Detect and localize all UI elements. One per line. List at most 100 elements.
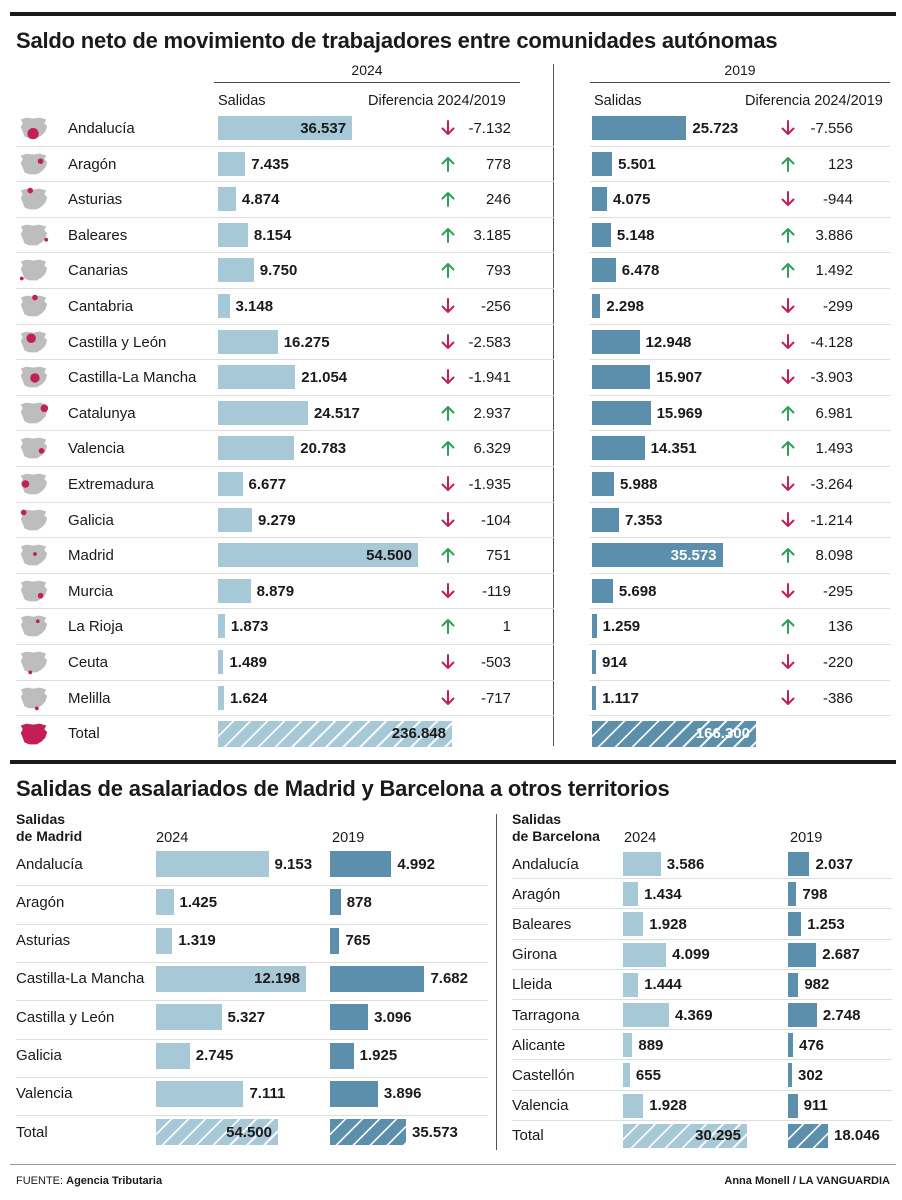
total-bar-2019: [592, 721, 756, 748]
value-2019: 765: [345, 932, 371, 950]
value-2019: 15.907: [656, 369, 703, 387]
row-divider: [590, 323, 890, 325]
source-label: FUENTE:: [16, 1175, 64, 1187]
row-divider: [590, 252, 890, 254]
bar-2019: [592, 614, 597, 639]
arrow-down-icon: [441, 654, 455, 669]
destination-label: Castilla-La Mancha: [16, 970, 145, 988]
bar-2024: [623, 912, 644, 937]
destination-label: Castilla y León: [16, 1008, 115, 1026]
diff-2019: 6.981: [815, 404, 853, 422]
arrow-up-icon: [441, 405, 455, 421]
diff-2024: -1.935: [468, 476, 511, 493]
diff-2019: -295: [822, 582, 853, 600]
row-divider: [512, 1119, 892, 1121]
value-2019: 5.148: [616, 226, 655, 244]
value-2024: 4.369: [675, 1006, 713, 1024]
arrow-up-icon: [781, 263, 795, 279]
value-2019: 1.925: [359, 1047, 398, 1064]
bar-2019: [330, 1042, 354, 1069]
value-2019: 2.748: [822, 1006, 861, 1024]
diff-header-2019: Diferencia 2024/2019: [745, 93, 883, 109]
row-divider: [16, 394, 554, 396]
value-2024: 9.750: [259, 262, 298, 280]
region-map-icon: [20, 509, 48, 530]
row-divider: [590, 394, 890, 396]
diff-2024: 778: [485, 155, 511, 173]
region-map-icon: [20, 294, 48, 317]
total-value-2024: 236.848: [391, 725, 446, 743]
year-header-2024: 2024: [351, 62, 383, 78]
region-label: Canarias: [68, 262, 129, 280]
diff-2024: -503: [480, 654, 511, 671]
arrow-up-icon: [781, 227, 795, 243]
value-2019: 25.723: [692, 120, 739, 137]
row-divider: [16, 430, 554, 432]
value-2024: 21.054: [301, 369, 348, 387]
arrow-up-icon: [441, 156, 455, 172]
value-2019: 1.117: [602, 689, 639, 707]
arrow-down-icon: [441, 689, 455, 705]
region-map-icon: [20, 544, 48, 566]
region-map-icon: [19, 260, 48, 281]
bar-2019: [592, 116, 687, 140]
region-map-icon: [20, 366, 48, 388]
region-label: Catalunya: [68, 404, 136, 422]
bar-2024: [218, 614, 225, 639]
row-divider: [16, 644, 554, 645]
diff-2024: 2.937: [473, 404, 511, 422]
bar-2024: [218, 543, 418, 568]
bar-2019: [592, 650, 596, 674]
bar-2024: [218, 222, 248, 247]
top-chart-title: Saldo neto de movimiento de trabajadores…: [16, 28, 778, 53]
value-2024: 1.444: [644, 976, 682, 994]
value-2019: 1.259: [602, 618, 641, 636]
total-value-2024: 54.500: [226, 1123, 272, 1141]
value-2019: 7.353: [624, 511, 663, 529]
value-2019: 3.096: [374, 1008, 412, 1026]
diff-2019: -220: [822, 654, 853, 671]
row-divider: [16, 181, 554, 183]
bar-2019: [330, 1004, 369, 1031]
value-2024: 1.319: [178, 932, 216, 950]
bar-2024: [623, 882, 639, 907]
row-divider: [16, 1076, 488, 1078]
diff-2024: -104: [480, 511, 511, 529]
row-divider: [512, 938, 892, 940]
bar-2024: [218, 400, 308, 425]
bar-2024: [218, 650, 224, 674]
madrid-header-line2: de Madrid: [16, 828, 83, 844]
value-2019: 12.948: [645, 333, 692, 351]
value-2024: 655: [635, 1066, 661, 1084]
row-divider: [16, 501, 554, 503]
bar-2019: [592, 400, 651, 425]
value-2024: 1.434: [644, 885, 682, 903]
row-divider: [16, 923, 488, 925]
row-divider: [16, 537, 554, 539]
row-divider: [590, 537, 890, 539]
row-divider: [590, 430, 890, 432]
region-label: Asturias: [68, 191, 123, 209]
total-bar-2024: [623, 1123, 747, 1148]
row-divider: [590, 501, 890, 503]
region-label: Valencia: [68, 440, 125, 458]
value-2024: 1.928: [649, 1097, 687, 1115]
diff-2024: -119: [482, 582, 511, 600]
total-label: Total: [512, 1127, 544, 1145]
row-divider: [16, 288, 554, 289]
destination-label: Tarragona: [512, 1006, 580, 1024]
arrow-up-icon: [781, 156, 795, 172]
diff-2019: -944: [822, 191, 853, 209]
diff-2019: 123: [827, 155, 853, 173]
arrow-down-icon: [781, 298, 795, 313]
value-2024: 1.425: [179, 893, 218, 911]
region-map-icon: [20, 651, 48, 675]
arrow-down-icon: [781, 120, 795, 135]
bar-2019: [788, 1093, 798, 1118]
destination-label: Lleida: [512, 976, 553, 994]
total-label: Total: [16, 1123, 48, 1141]
diff-2024: 793: [485, 262, 511, 280]
region-label: Extremadura: [68, 476, 154, 493]
bar-2024: [218, 685, 224, 710]
barcelona-year-2024: 2024: [624, 830, 657, 846]
